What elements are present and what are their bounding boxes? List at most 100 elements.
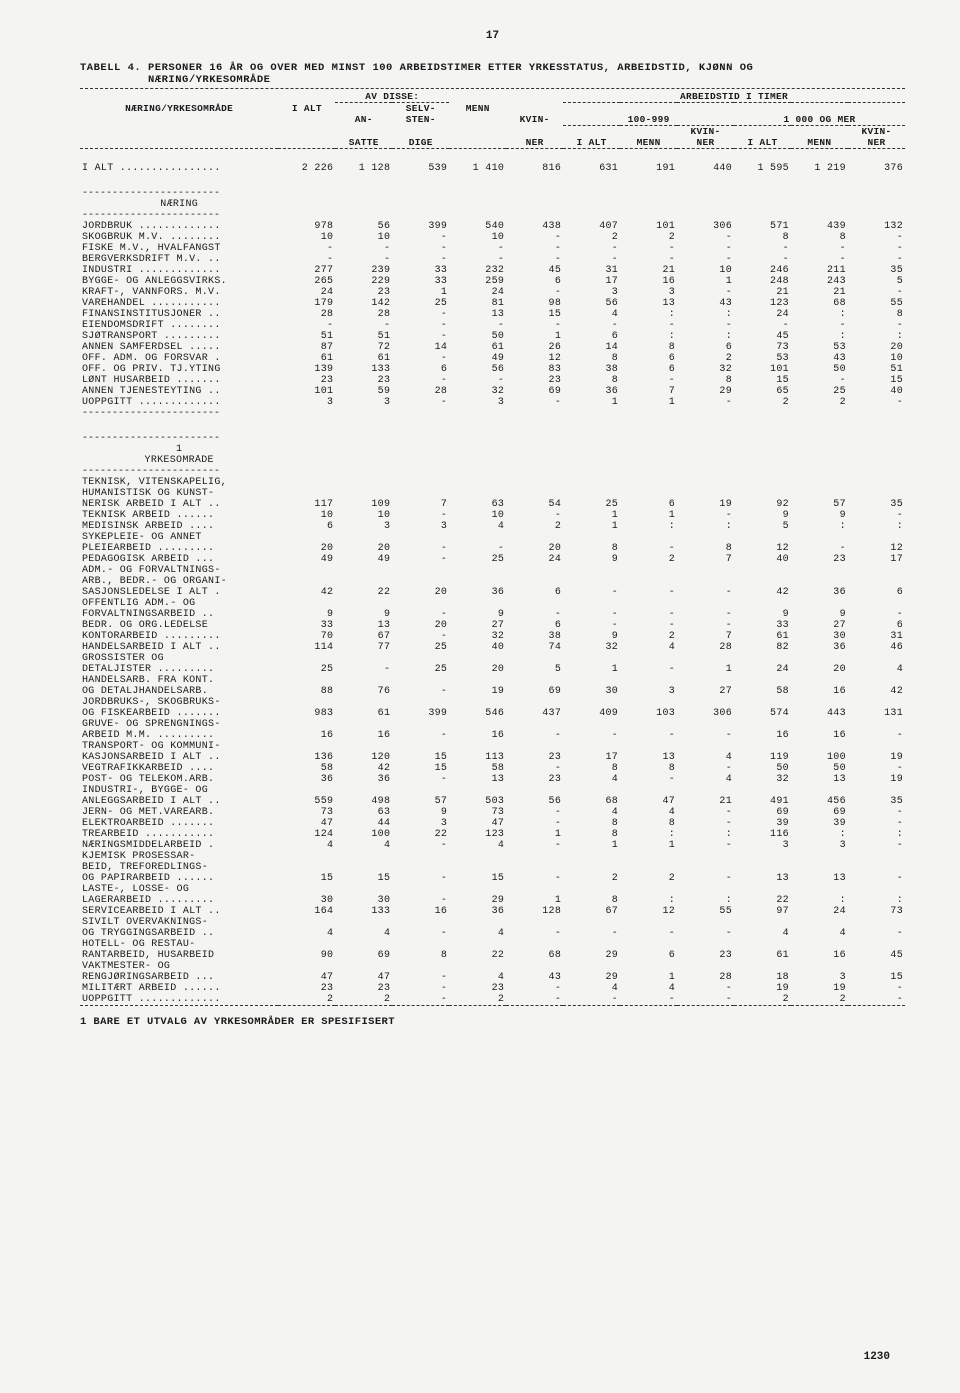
cell: 8 — [791, 232, 848, 243]
cell — [848, 653, 905, 664]
scanned-page: 17 TABELL 4. PERSONER 16 ÅR OG OVER MED … — [0, 0, 960, 1393]
cell — [392, 598, 449, 609]
cell: - — [791, 375, 848, 386]
row-label: HUMANISTISK OG KUNST- — [80, 488, 278, 499]
cell: 8 — [563, 763, 620, 774]
table-row: OG PAPIRARBEID ......1515-15-22-1313- — [80, 873, 905, 884]
cell: : — [620, 895, 677, 906]
cell: 229 — [335, 276, 392, 287]
row-label: SASJONSLEDELSE I ALT . — [80, 587, 278, 598]
cell — [335, 917, 392, 928]
cell: 22 — [734, 895, 791, 906]
cell: 61 — [734, 950, 791, 961]
cell: - — [392, 895, 449, 906]
cell: 43 — [677, 298, 734, 309]
section-title-yrke: YRKESOMRÅDE — [80, 455, 278, 466]
cell: 2 — [563, 873, 620, 884]
table-row: INDUSTRI .............277239332324531211… — [80, 265, 905, 276]
cell — [620, 939, 677, 950]
cell: 15 — [335, 873, 392, 884]
cell: 6 — [392, 364, 449, 375]
cell: : — [677, 895, 734, 906]
cell — [563, 939, 620, 950]
cell: 19 — [734, 983, 791, 994]
table-row: NERISK ARBEID I ALT ..117109763542561992… — [80, 499, 905, 510]
cell: 32 — [449, 386, 506, 397]
table-row: NÆRINGSMIDDELARBEID .44-4-11-33- — [80, 840, 905, 851]
table-row: ELEKTROARBEID .......4744347-88-3939- — [80, 818, 905, 829]
cell: 28 — [677, 642, 734, 653]
cell: 456 — [791, 796, 848, 807]
cell: 69 — [335, 950, 392, 961]
table-row: TREARBEID ...........1241002212318::116:… — [80, 829, 905, 840]
cell: 38 — [506, 631, 563, 642]
cell — [620, 785, 677, 796]
cell: - — [563, 928, 620, 939]
row-label: SKOGBRUK M.V. ........ — [80, 232, 278, 243]
cell — [620, 653, 677, 664]
cell — [278, 741, 335, 752]
row-label: LASTE-, LOSSE- OG — [80, 884, 278, 895]
cell: - — [392, 686, 449, 697]
cell — [677, 851, 734, 862]
cell: - — [677, 818, 734, 829]
cell: 51 — [848, 364, 905, 375]
cell: 1 — [563, 510, 620, 521]
cell: 33 — [734, 620, 791, 631]
cell — [563, 862, 620, 873]
row-label: KJEMISK PROSESSAR- — [80, 851, 278, 862]
cell: 4 — [620, 807, 677, 818]
cell: 17 — [563, 752, 620, 763]
cell: 21 — [677, 796, 734, 807]
cell: 25 — [278, 664, 335, 675]
cell — [506, 488, 563, 499]
cell — [506, 697, 563, 708]
cell: - — [677, 287, 734, 298]
cell: - — [392, 873, 449, 884]
cell: 27 — [449, 620, 506, 631]
cell: 117 — [278, 499, 335, 510]
cell: 25 — [449, 554, 506, 565]
cell: - — [848, 254, 905, 265]
cell — [449, 851, 506, 862]
cell: : — [791, 829, 848, 840]
row-label: ARB., BEDR.- OG ORGANI- — [80, 576, 278, 587]
cell — [449, 653, 506, 664]
cell — [392, 961, 449, 972]
cell: - — [506, 287, 563, 298]
table-row: SERVICEARBEID I ALT ..164133163612867125… — [80, 906, 905, 917]
cell — [335, 697, 392, 708]
table-row: ANNEN TJENESTEYTING ..101592832693672965… — [80, 386, 905, 397]
cell — [734, 851, 791, 862]
cell — [563, 884, 620, 895]
row-label: OG TRYGGINGSARBEID .. — [80, 928, 278, 939]
cell — [791, 719, 848, 730]
cell: 15 — [734, 375, 791, 386]
cell: 33 — [392, 265, 449, 276]
cell: 439 — [791, 221, 848, 232]
cell: 36 — [563, 386, 620, 397]
cell — [734, 939, 791, 950]
cell: : — [791, 331, 848, 342]
row-label: ANNEN SAMFERDSEL ..... — [80, 342, 278, 353]
row-label: GRUVE- OG SPRENGNINGS- — [80, 719, 278, 730]
cell: - — [563, 320, 620, 331]
cell: 42 — [278, 587, 335, 598]
cell: 32 — [677, 364, 734, 375]
cell: 25 — [392, 298, 449, 309]
cell — [506, 477, 563, 488]
cell: 3 — [449, 397, 506, 408]
cell: 69 — [506, 686, 563, 697]
cell: 23 — [791, 554, 848, 565]
cell: 83 — [506, 364, 563, 375]
cell: 9 — [335, 609, 392, 620]
cell — [734, 884, 791, 895]
cell: 8 — [620, 818, 677, 829]
cell: 15 — [392, 752, 449, 763]
table-row: SKOGBRUK M.V. ........1010-10-22-88- — [80, 232, 905, 243]
cell: 5 — [734, 521, 791, 532]
cell: 8 — [848, 309, 905, 320]
cell: 19 — [791, 983, 848, 994]
cell — [335, 576, 392, 587]
cell: 10 — [449, 232, 506, 243]
